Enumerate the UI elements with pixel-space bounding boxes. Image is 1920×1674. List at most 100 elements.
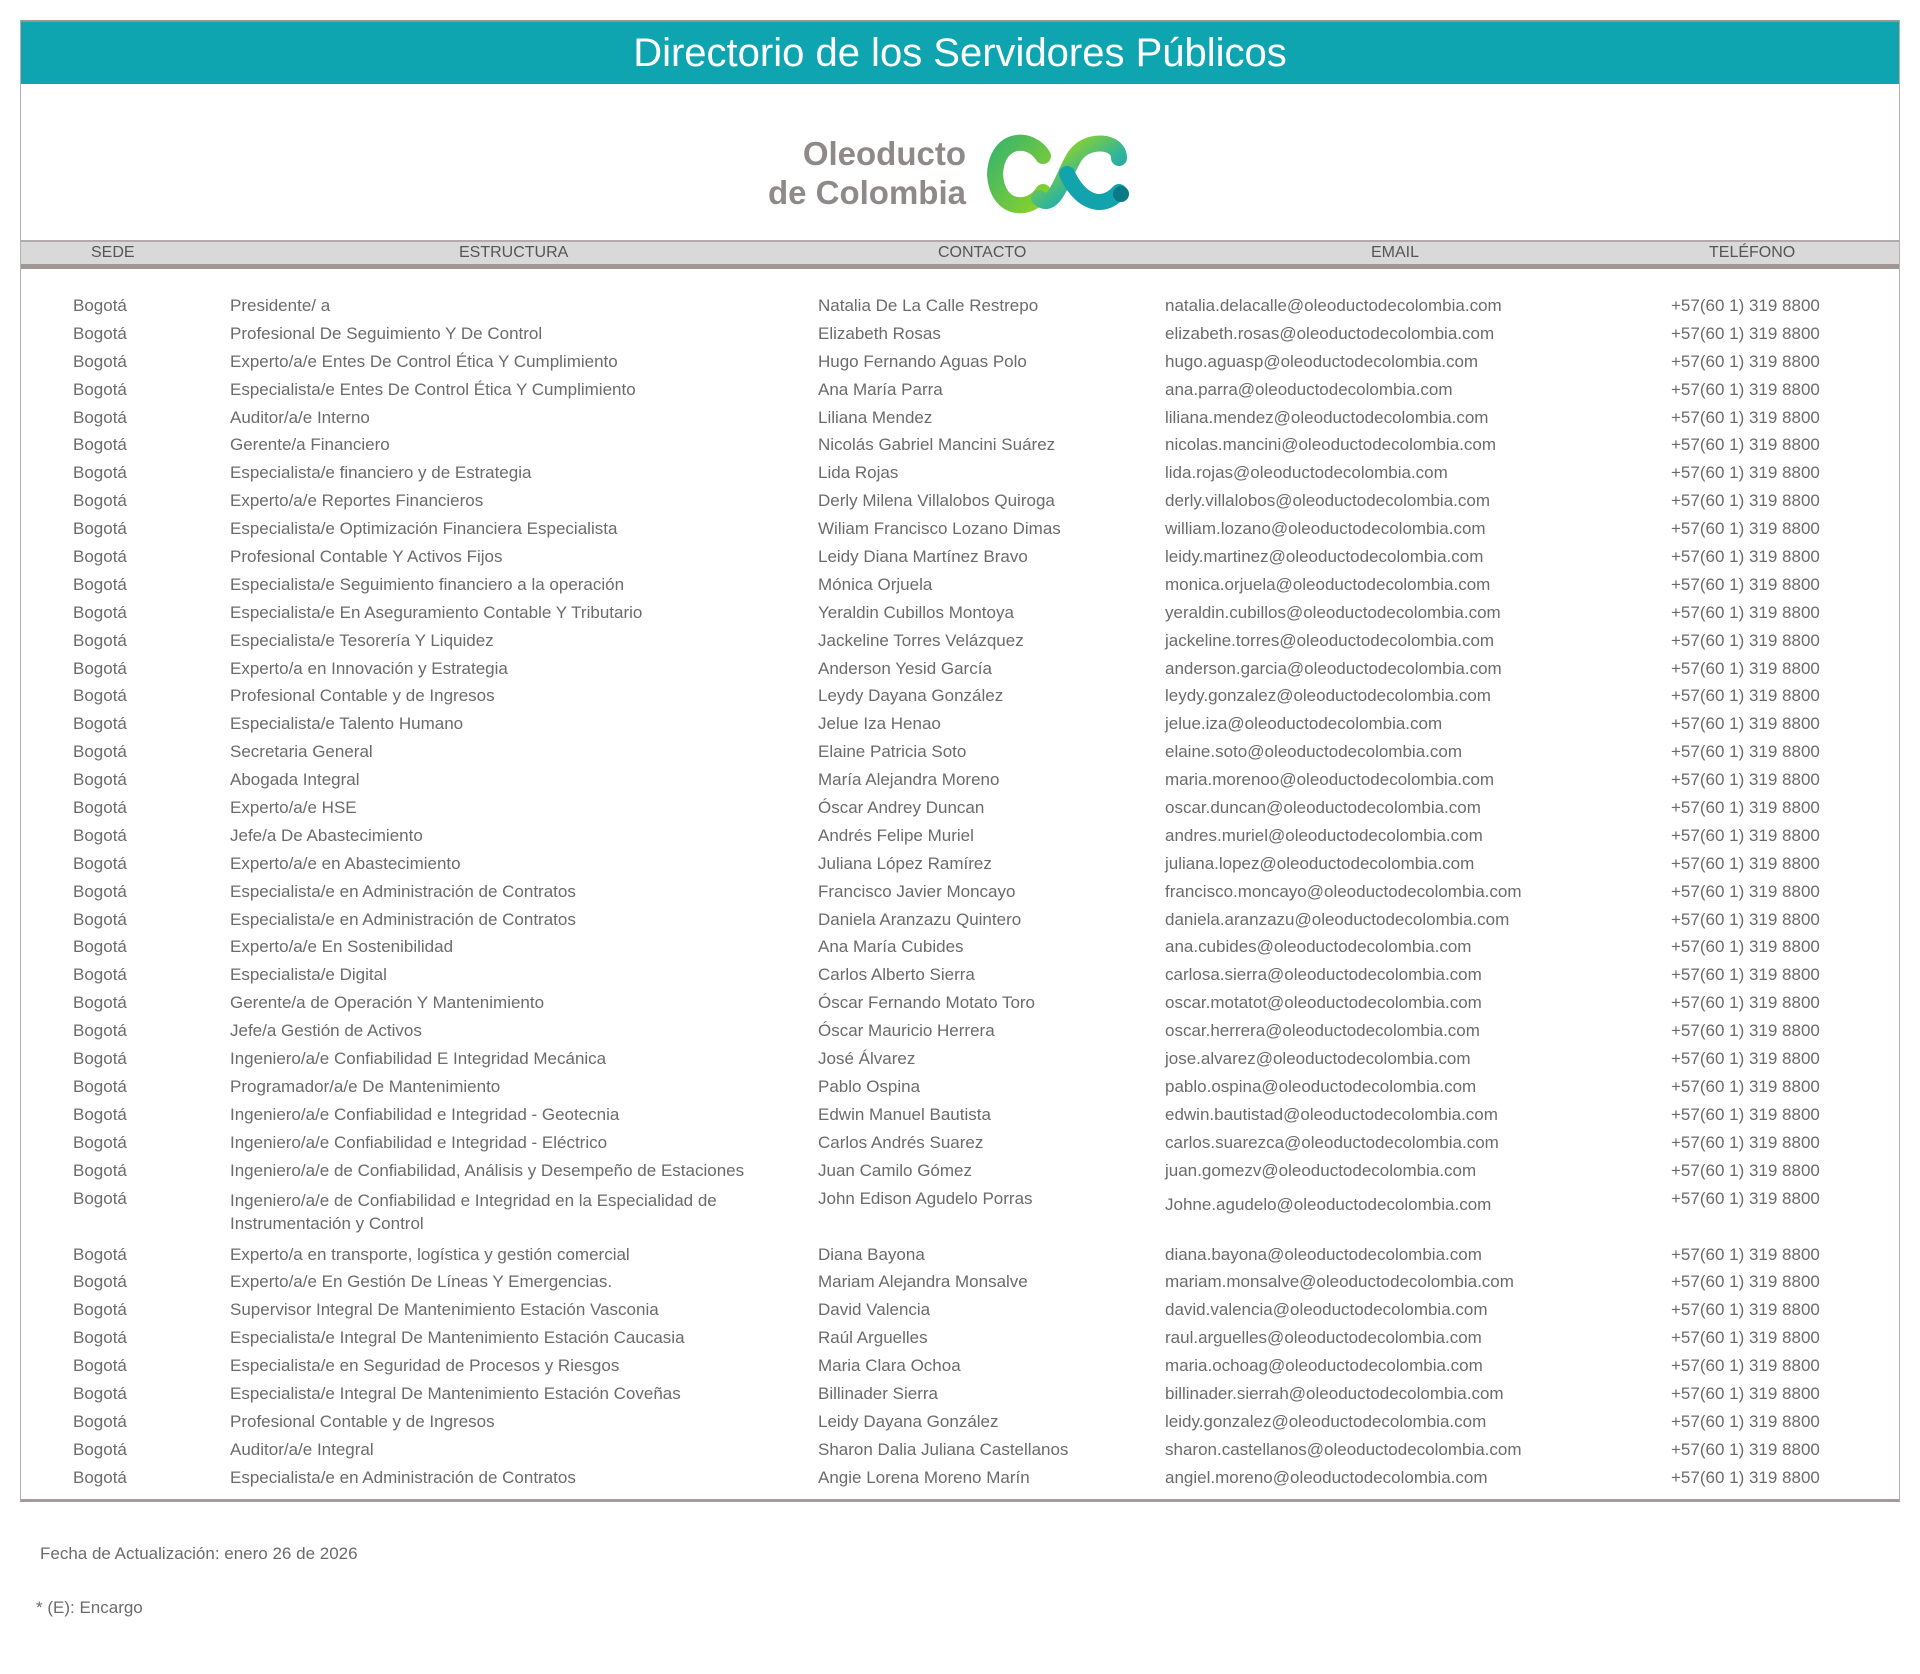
cell-email[interactable]: leidy.martinez@oleoductodecolombia.com [1165, 547, 1484, 567]
cell-estructura: Auditor/a/e Interno [230, 407, 370, 427]
cell-sede: Bogotá [73, 379, 127, 399]
table-row: Bogotá Profesional Contable Y Activos Fij… [21, 547, 1899, 575]
cell-email[interactable]: raul.arguelles@oleoductodecolombia.com [1165, 1328, 1482, 1348]
cell-email[interactable]: derly.villalobos@oleoductodecolombia.com [1165, 491, 1491, 511]
cell-contacto: Yeraldin Cubillos Montoya [818, 602, 1014, 622]
cell-contacto: Carlos Andrés Suarez [818, 1132, 984, 1152]
cell-contacto: Liliana Mendez [818, 407, 933, 427]
cell-telefono: +57(60 1) 319 8800 [1671, 574, 1820, 594]
cell-email[interactable]: jose.alvarez@oleoductodecolombia.com [1165, 1049, 1471, 1069]
cell-email[interactable]: david.valencia@oleoductodecolombia.com [1165, 1300, 1488, 1320]
logo-infinity-icon [986, 134, 1129, 214]
cell-email[interactable]: andres.muriel@oleoductodecolombia.com [1165, 825, 1483, 845]
cell-telefono: +57(60 1) 319 8800 [1671, 1411, 1820, 1431]
cell-contacto: Derly Milena Villalobos Quiroga [818, 491, 1055, 511]
cell-email[interactable]: lida.rojas@oleoductodecolombia.com [1165, 463, 1448, 483]
cell-email[interactable]: nicolas.mancini@oleoductodecolombia.com [1165, 435, 1496, 455]
table-row: Bogotá Especialista/e En Aseguramiento Co… [21, 603, 1899, 631]
cell-email[interactable]: leydy.gonzalez@oleoductodecolombia.com [1165, 686, 1491, 706]
cell-email[interactable]: sharon.castellanos@oleoductodecolombia.c… [1165, 1439, 1522, 1459]
cell-email[interactable]: hugo.aguasp@oleoductodecolombia.com [1165, 351, 1479, 371]
cell-telefono: +57(60 1) 319 8800 [1671, 770, 1820, 790]
cell-telefono: +57(60 1) 319 8800 [1671, 881, 1820, 901]
cell-telefono: +57(60 1) 319 8800 [1671, 351, 1820, 371]
cell-estructura: Especialista/e en Administración de Cont… [230, 909, 576, 929]
cell-email[interactable]: diana.bayona@oleoductodecolombia.com [1165, 1244, 1482, 1264]
cell-email[interactable]: ana.parra@oleoductodecolombia.com [1165, 379, 1453, 399]
cell-email[interactable]: oscar.duncan@oleoductodecolombia.com [1165, 798, 1481, 818]
cell-estructura: Experto/a/e en Abastecimiento [230, 853, 461, 873]
cell-telefono: +57(60 1) 319 8800 [1671, 1328, 1820, 1348]
cell-contacto: Raúl Arguelles [818, 1328, 928, 1348]
cell-telefono: +57(60 1) 319 8800 [1671, 1132, 1820, 1152]
cell-email[interactable]: natalia.delacalle@oleoductodecolombia.co… [1165, 296, 1502, 315]
cell-sede: Bogotá [73, 798, 127, 818]
cell-estructura: Especialista/e Talento Humano [230, 714, 464, 734]
cell-contacto: Diana Bayona [818, 1244, 925, 1264]
table-row: Bogotá Ingeniero/a/e de Confiabilidad, An… [21, 1161, 1899, 1189]
cell-email[interactable]: oscar.herrera@oleoductodecolombia.com [1165, 1021, 1480, 1041]
cell-email[interactable]: anderson.garcia@oleoductodecolombia.com [1165, 658, 1502, 678]
cell-email[interactable]: francisco.moncayo@oleoductodecolombia.co… [1165, 881, 1522, 901]
cell-contacto: Leidy Diana Martínez Bravo [818, 547, 1028, 567]
cell-estructura: Especialista/e Seguimiento financiero a … [230, 574, 625, 594]
cell-email[interactable]: yeraldin.cubillos@oleoductodecolombia.co… [1165, 602, 1501, 622]
cell-email[interactable]: mariam.monsalve@oleoductodecolombia.com [1165, 1272, 1514, 1292]
cell-estructura: Especialista/e Entes De Control Ética Y … [230, 379, 636, 399]
table-row: Bogotá Profesional Contable y de Ingresos… [21, 1412, 1899, 1440]
cell-sede: Bogotá [73, 1049, 127, 1069]
table-row: Bogotá Especialista/e en Administración d… [21, 910, 1899, 938]
cell-telefono: +57(60 1) 319 8800 [1671, 1021, 1820, 1041]
cell-email[interactable]: maria.ochoag@oleoductodecolombia.com [1165, 1356, 1483, 1376]
cell-estructura: Ingeniero/a/e de Confiabilidad e Integri… [230, 1190, 717, 1233]
table-row: Bogotá Especialista/e Entes De Control Ét… [21, 380, 1899, 408]
table-row: Bogotá Gerente/a Financiero Nicolás Gabrie… [21, 435, 1899, 463]
cell-telefono: +57(60 1) 319 8800 [1671, 937, 1820, 957]
table-row: Bogotá Especialista/e financiero y de Est… [21, 463, 1899, 491]
cell-email[interactable]: edwin.bautistad@oleoductodecolombia.com [1165, 1104, 1498, 1124]
cell-sede: Bogotá [73, 1356, 127, 1376]
cell-contacto: Mónica Orjuela [818, 574, 933, 594]
table-row: Bogotá Experto/a/e Entes De Control Ética… [21, 352, 1899, 380]
cell-contacto: David Valencia [818, 1300, 931, 1320]
cell-email[interactable]: angiel.moreno@oleoductodecolombia.com [1165, 1467, 1488, 1487]
cell-email[interactable]: monica.orjuela@oleoductodecolombia.com [1165, 574, 1491, 594]
cell-contacto: Natalia De La Calle Restrepo [818, 296, 1039, 315]
cell-email[interactable]: maria.morenoo@oleoductodecolombia.com [1165, 770, 1495, 790]
cell-sede: Bogotá [73, 1383, 127, 1403]
cell-email[interactable]: daniela.aranzazu@oleoductodecolombia.com [1165, 909, 1510, 929]
cell-email[interactable]: jelue.iza@oleoductodecolombia.com [1165, 714, 1443, 734]
cell-email[interactable]: liliana.mendez@oleoductodecolombia.com [1165, 407, 1489, 427]
table-row: Bogotá Jefe/a De Abastecimiento Andrés Fel… [21, 826, 1899, 854]
cell-contacto: Edwin Manuel Bautista [818, 1104, 991, 1124]
cell-email[interactable]: carlos.suarezca@oleoductodecolombia.com [1165, 1132, 1499, 1152]
cell-estructura: Experto/a en Innovación y Estrategia [230, 658, 508, 678]
table-row: Bogotá Experto/a/e en Abastecimiento Julia… [21, 854, 1899, 882]
cell-sede: Bogotá [73, 1272, 127, 1292]
cell-email[interactable]: elizabeth.rosas@oleoductodecolombia.com [1165, 323, 1495, 343]
cell-sede: Bogotá [73, 1467, 127, 1487]
cell-estructura: Gerente/a Financiero [230, 435, 390, 455]
cell-email[interactable]: ana.cubides@oleoductodecolombia.com [1165, 937, 1472, 957]
cell-estructura: Especialista/e En Aseguramiento Contable… [230, 602, 643, 622]
cell-contacto: John Edison Agudelo Porras [818, 1188, 1033, 1208]
table-row: Bogotá Experto/a/e En Sostenibilidad Ana M… [21, 937, 1899, 965]
cell-email[interactable]: juan.gomezv@oleoductodecolombia.com [1165, 1160, 1477, 1180]
cell-email[interactable]: oscar.motatot@oleoductodecolombia.com [1165, 993, 1482, 1013]
column-header-telefono: TELÉFONO [1709, 244, 1796, 261]
cell-telefono: +57(60 1) 319 8800 [1671, 965, 1820, 985]
cell-estructura: Ingeniero/a/e Confiabilidad e Integridad… [230, 1104, 620, 1124]
cell-sede: Bogotá [73, 714, 127, 734]
cell-email[interactable]: jackeline.torres@oleoductodecolombia.com [1165, 630, 1495, 650]
cell-email[interactable]: billinader.sierrah@oleoductodecolombia.c… [1165, 1383, 1504, 1403]
cell-email[interactable]: carlosa.sierra@oleoductodecolombia.com [1165, 965, 1482, 985]
cell-telefono: +57(60 1) 319 8800 [1671, 742, 1820, 762]
table-row: Bogotá Especialista/e Integral De Manteni… [21, 1328, 1899, 1356]
cell-email[interactable]: william.lozano@oleoductodecolombia.com [1165, 519, 1486, 539]
cell-email[interactable]: elaine.soto@oleoductodecolombia.com [1165, 742, 1462, 762]
cell-email[interactable]: leidy.gonzalez@oleoductodecolombia.com [1165, 1411, 1487, 1431]
cell-email[interactable]: Johne.agudelo@oleoductodecolombia.com [1165, 1194, 1492, 1214]
cell-email[interactable]: pablo.ospina@oleoductodecolombia.com [1165, 1076, 1477, 1096]
cell-contacto: Leydy Dayana González [818, 686, 1004, 706]
cell-email[interactable]: juliana.lopez@oleoductodecolombia.com [1165, 853, 1475, 873]
